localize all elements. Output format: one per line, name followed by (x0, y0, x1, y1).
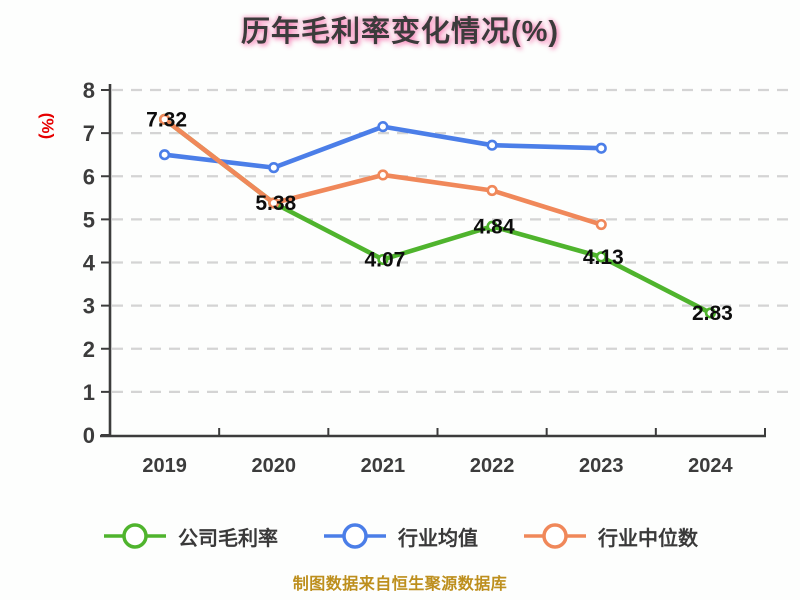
x-tick-label: 2022 (470, 455, 515, 477)
data-label-2021: 4.07 (364, 248, 405, 271)
plot-area: 0 1 2 3 4 5 6 7 8 2019 2020 2021 2022 2023 2024 7.32 5.3… (83, 78, 790, 477)
data-point-s1-2021 (377, 121, 389, 133)
series-line-0 (162, 117, 713, 316)
data-point-s1-2020 (268, 162, 280, 174)
legend-item-company-gross-margin: 公司毛利率 (102, 520, 278, 552)
data-point-s1-2019 (158, 149, 171, 161)
legend-item-industry-median: 行业中位数 (522, 520, 698, 552)
data-point-s2-2020 (268, 197, 280, 209)
x-tick-label: 2024 (688, 455, 733, 477)
data-point-s1-2023 (595, 142, 607, 154)
y-tick-label: 8 (83, 78, 95, 103)
data-point-s0-2023 (595, 251, 607, 263)
y-tick-label: 7 (83, 121, 95, 146)
data-point-s2-2019 (158, 113, 171, 125)
x-tick-label: 2021 (361, 455, 406, 477)
x-tick-label: 2020 (252, 455, 297, 477)
legend-label: 行业中位数 (598, 527, 698, 550)
y-tick-label: 3 (83, 294, 95, 319)
y-tick-label: 0 (83, 423, 95, 448)
data-point-s2-2022 (486, 184, 498, 197)
legend: 公司毛利率 行业均值 行业中位数 (0, 508, 800, 564)
legend-label: 公司毛利率 (178, 527, 278, 550)
legend-item-industry-mean: 行业均值 (322, 520, 478, 552)
y-tick-label: 5 (83, 207, 95, 232)
legend-marker-line-circle-icon (324, 523, 386, 549)
data-point-s0-2021 (377, 253, 389, 266)
y-tick-label: 4 (83, 251, 96, 276)
legend-marker-line-circle-icon (524, 523, 586, 549)
y-tick-label: 1 (83, 380, 95, 405)
data-point-s0-2022 (486, 220, 498, 232)
data-label-2024: 2.83 (692, 302, 733, 325)
chart-title: 历年毛利率变化情况(%) (240, 16, 560, 48)
data-label-2019: 7.32 (146, 108, 187, 131)
data-source-note: 制图数据来自恒生聚源数据库 (292, 576, 508, 593)
legend-label: 行业均值 (398, 527, 478, 550)
data-point-s2-2021 (377, 169, 389, 181)
y-tick-label: 2 (83, 337, 95, 362)
data-point-s1-2022 (486, 139, 498, 151)
x-tick-label: 2023 (579, 455, 624, 477)
legend-marker-line-circle-icon (104, 523, 166, 549)
x-tick-label: 2019 (142, 455, 187, 477)
y-tick-label: 6 (83, 164, 95, 189)
data-label-2023: 4.13 (583, 246, 624, 269)
data-point-s0-2024 (704, 307, 717, 319)
data-label-2022: 4.84 (474, 215, 515, 238)
data-label-2020: 5.38 (255, 192, 296, 215)
data-point-s2-2023 (595, 218, 607, 231)
